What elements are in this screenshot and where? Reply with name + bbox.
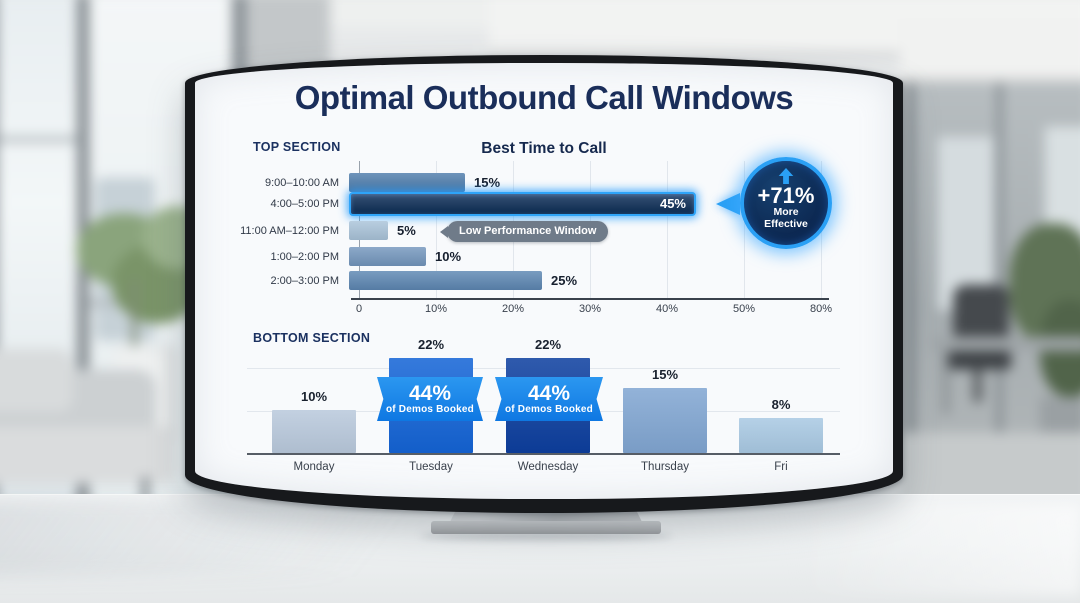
day-label: Monday [272, 461, 356, 473]
monitor-screen: Optimal Outbound Call Windows TOP SECTIO… [195, 63, 893, 499]
low-performance-tooltip: Low Performance Window [447, 221, 608, 242]
top-chart-title: Best Time to Call [195, 140, 893, 158]
x-tick: 40% [656, 303, 678, 315]
bar-value: 10% [272, 389, 356, 404]
bar-1-2pm [349, 247, 426, 266]
bar-monday [272, 410, 356, 453]
bar-value: 25% [551, 273, 577, 288]
bar-value: 22% [389, 337, 473, 352]
office-chair [948, 351, 1011, 369]
effectiveness-badge: +71% More Effective [740, 157, 832, 249]
bar-friday [739, 418, 823, 453]
bar-value: 22% [506, 337, 590, 352]
x-tick: 80% [810, 303, 832, 315]
bar-value: 15% [623, 367, 707, 382]
background-desk [933, 337, 1080, 351]
desk-highlight [660, 505, 1080, 595]
x-tick: 30% [579, 303, 601, 315]
x-axis [351, 298, 829, 300]
demos-booked-ribbon-wednesday: 44% of Demos Booked [495, 377, 603, 421]
ribbon-value: 44% [495, 383, 603, 404]
bar-9-10am [349, 173, 465, 192]
up-arrow-icon [777, 168, 795, 184]
time-slot-label: 1:00–2:00 PM [195, 251, 349, 263]
office-chair [974, 369, 982, 402]
bar-thursday [623, 388, 707, 453]
ribbon-caption: of Demos Booked [495, 404, 603, 416]
x-tick: 0 [356, 303, 362, 315]
glass-partition-beam [900, 19, 1080, 82]
day-label: Tuesday [389, 461, 473, 473]
bar-4-5pm-highlighted: 45% [349, 192, 696, 216]
demos-booked-ribbon-tuesday: 44% of Demos Booked [377, 377, 483, 421]
sofa-cushion [0, 349, 73, 412]
bottom-section-label: BOTTOM SECTION [253, 331, 370, 345]
background-desk-leg [943, 351, 949, 414]
badge-value: +71% [758, 184, 815, 207]
time-slot-label: 2:00–3:00 PM [195, 275, 349, 287]
bar-2-3pm [349, 271, 542, 290]
day-label: Wednesday [506, 461, 590, 473]
x-tick: 10% [425, 303, 447, 315]
badge-caption: More Effective [752, 207, 820, 230]
demos-by-day-chart: 10% 22% 22% 15% 8% 44% of Demos Booked 4… [247, 359, 840, 455]
bar-11am-12pm [349, 221, 388, 240]
monitor-stand-base [431, 521, 661, 534]
time-slot-label: 11:00 AM–12:00 PM [195, 225, 349, 237]
page-title: Optimal Outbound Call Windows [195, 79, 893, 117]
best-time-to-call-chart: 9:00–10:00 AM 15% 4:00–5:00 PM 45% 11:00… [195, 159, 893, 319]
bar-row: 2:00–3:00 PM 25% [195, 271, 893, 290]
time-slot-label: 4:00–5:00 PM [195, 198, 349, 210]
bar-value: 10% [435, 249, 461, 264]
monitor: Optimal Outbound Call Windows TOP SECTIO… [185, 55, 903, 513]
day-label: Fri [739, 461, 823, 473]
bar-value: 8% [739, 397, 823, 412]
x-tick: 20% [502, 303, 524, 315]
x-tick: 50% [733, 303, 755, 315]
bar-value: 15% [474, 175, 500, 190]
ribbon-caption: of Demos Booked [377, 404, 483, 416]
ribbon-value: 44% [377, 383, 483, 404]
sofa-seat [0, 426, 175, 483]
bar-value: 5% [397, 223, 416, 238]
time-slot-label: 9:00–10:00 AM [195, 177, 349, 189]
day-label: Thursday [623, 461, 707, 473]
bar-value: 45% [660, 194, 686, 214]
bar-row: 1:00–2:00 PM 10% [195, 247, 893, 266]
callout-pointer-icon [716, 193, 740, 215]
window-transom [0, 137, 77, 142]
